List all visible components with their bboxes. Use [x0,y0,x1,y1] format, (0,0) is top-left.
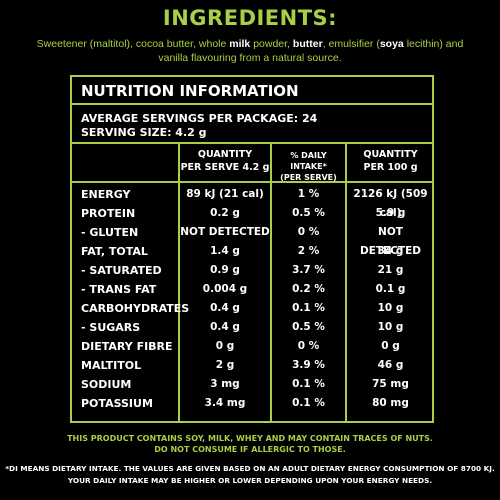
nutrient-label: - GLUTEN [81,226,139,239]
nutrient-label: - TRANS FAT [81,283,157,296]
nutrient-label: DIETARY FIBRE [81,340,173,353]
serving-size: SERVING SIZE: 4.2 g [81,126,207,139]
column-header-per-serve: QUANTITY PER SERVE 4.2 g [180,148,270,174]
per-100g-value: 21 g [377,264,404,276]
per-serve-value: 3.4 mg [204,397,246,409]
allergen-warning: DO NOT CONSUME IF ALLERGIC TO THOSE. [154,445,346,454]
ingredients-fragment: Sweetener (maltitol), cocoa butter, whol… [36,38,230,50]
table-row: - SATURATED 0.9 g 3.7 % 21 g [72,261,432,280]
per-serve-value: 0 g [215,340,235,352]
per-100g-value: 10 g [377,321,404,333]
per-100g-value: 10 g [377,302,404,314]
ingredients-fragment: powder, [250,38,293,50]
per-serve-value: 3 mg [210,378,240,390]
column-header-per-100g: QUANTITY PER 100 g [347,148,434,174]
table-top-divider [72,142,432,144]
per-serve-value: 0.004 g [202,283,248,295]
daily-intake-value: 0.5 % [292,321,325,333]
table-row: ENERGY 89 kJ (21 cal) 1 % 2126 kJ (509 c… [72,185,432,219]
column-header-line: % DAILY INTAKE* [290,151,327,171]
ingredients-fragment: , emulsifier ( [322,38,380,50]
dietary-intake-footnote: *DI MEANS DIETARY INTAKE. THE VALUES ARE… [5,464,495,473]
per-serve-value: 0.4 g [210,321,240,333]
per-100g-value: 46 g [377,359,404,371]
per-100g-value: 0.1 g [375,283,406,295]
per-serve-value: 2 g [215,359,235,371]
daily-intake-value: 0.5 % [292,207,325,219]
nutrient-label: MALTITOL [81,359,142,372]
daily-intake-value: 3.7 % [292,264,325,276]
column-header-line: PER 100 g [363,162,418,173]
table-row: - SUGARS 0.4 g 0.5 % 10 g [72,318,432,337]
per-serve-value: NOT DETECTED [180,226,270,238]
nutrient-label: ENERGY [81,188,131,201]
allergen-word: soya [379,38,404,50]
table-row: - TRANS FAT 0.004 g 0.2 % 0.1 g [72,280,432,299]
daily-intake-value: 0 % [297,226,320,238]
daily-intake-value: 3.9 % [292,359,325,371]
allergen-word: milk [229,38,251,50]
table-row: - GLUTEN NOT DETECTED 0 % NOT DETECTED [72,223,432,257]
servings-per-package: AVERAGE SERVINGS PER PACKAGE: 24 [81,112,318,125]
per-100g-value: 75 mg [372,378,409,390]
nutrient-label: - SATURATED [81,264,162,277]
nutrient-label: - SUGARS [81,321,141,334]
column-divider [345,142,347,421]
nutrient-label: SODIUM [81,378,132,391]
per-100g-value: 2126 kJ (509 cal) [353,188,428,219]
allergen-warning: THIS PRODUCT CONTAINS SOY, MILK, WHEY AN… [67,434,433,443]
allergen-word: butter [292,38,323,50]
ingredients-text: Sweetener (maltitol), cocoa butter, whol… [22,37,478,65]
per-100g-value: 5.9 g [375,207,406,219]
per-100g-value: 0 g [381,340,400,352]
nutrient-label: POTASSIUM [81,397,153,410]
per-100g-value: 34 g [377,245,404,257]
dietary-intake-footnote: YOUR DAILY INTAKE MAY BE HIGHER OR LOWER… [67,476,433,485]
table-row: MALTITOL 2 g 3.9 % 46 g [72,356,432,375]
column-divider [178,142,180,421]
per-100g-value: 80 mg [372,397,409,409]
nutrition-panel: NUTRITION INFORMATION AVERAGE SERVINGS P… [70,75,434,423]
table-row: PROTEIN 0.2 g 0.5 % 5.9 g [72,204,432,223]
nutrient-label: CARBOHYDRATES [81,302,190,315]
daily-intake-value: 0.1 % [292,397,325,409]
per-serve-value: 0.2 g [210,207,240,219]
nutrient-label: PROTEIN [81,207,136,220]
table-row: CARBOHYDRATES 0.4 g 0.1 % 10 g [72,299,432,318]
table-row: POTASSIUM 3.4 mg 0.1 % 80 mg [72,394,432,413]
per-serve-value: 89 kJ (21 cal) [186,188,264,200]
daily-intake-value: 0.1 % [292,378,325,390]
column-divider [270,142,272,421]
header-divider [72,181,432,183]
nutrition-title: NUTRITION INFORMATION [72,77,432,105]
ingredients-title: INGREDIENTS: [162,6,338,30]
nutrient-label: FAT, TOTAL [81,245,148,258]
column-header-line: QUANTITY [363,149,418,160]
column-header-line: (PER SERVE) [280,173,337,182]
column-header-daily-intake: % DAILY INTAKE* (PER SERVE) [272,150,345,183]
per-100g-value: NOT DETECTED [360,226,421,257]
per-serve-value: 1.4 g [210,245,240,257]
daily-intake-value: 2 % [297,245,320,257]
daily-intake-value: 0.2 % [292,283,325,295]
table-row: FAT, TOTAL 1.4 g 2 % 34 g [72,242,432,261]
per-serve-value: 0.9 g [210,264,240,276]
table-row: SODIUM 3 mg 0.1 % 75 mg [72,375,432,394]
column-header-line: PER SERVE 4.2 g [180,162,270,173]
column-header-line: QUANTITY [197,149,253,160]
daily-intake-value: 1 % [297,188,320,200]
ingredients-fragment: lecithin) and vanilla flavouring from a … [158,38,464,64]
table-row: DIETARY FIBRE 0 g 0 % 0 g [72,337,432,356]
daily-intake-value: 0 % [297,340,320,352]
daily-intake-value: 0.1 % [292,302,325,314]
per-serve-value: 0.4 g [210,302,240,314]
